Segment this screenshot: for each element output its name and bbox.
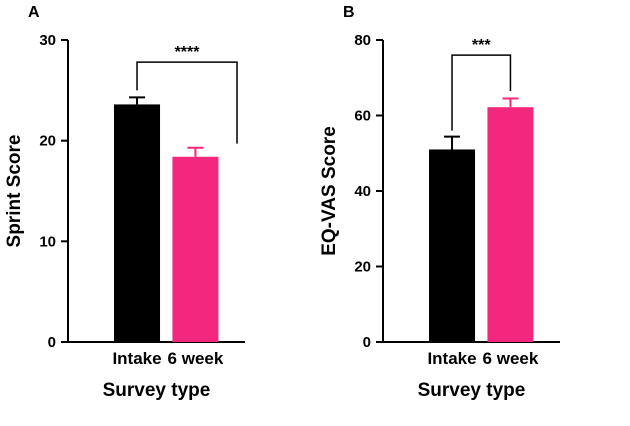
y-axis-title: EQ-VAS Score: [319, 126, 340, 256]
y-tick-label: 40: [354, 183, 371, 200]
chart-sprint-score: 0 10 20 30 Sprint Score Survey type Intake 6 we…: [4, 32, 245, 401]
y-axis-title: Sprint Score: [4, 135, 25, 248]
y-tick-label: 20: [39, 133, 56, 150]
y-tick-label: 10: [39, 233, 56, 250]
panel-a: A 0 10 20 30 Sprint Score Survey type Intake 6 …: [4, 4, 245, 401]
panel-a-label: A: [28, 4, 40, 21]
bar-6-week: [172, 156, 219, 342]
bar-intake: [429, 149, 476, 342]
x-tick-label: 6 week: [168, 349, 224, 368]
bar-6-week: [487, 107, 534, 342]
x-axis-title: Survey type: [103, 380, 211, 401]
significance-bracket: [451, 54, 512, 131]
panel-b-label: B: [343, 4, 355, 21]
x-axis-title: Survey type: [418, 380, 526, 401]
chart-eqvas-score: 0 20 40 60 80 EQ-VAS Score Survey type Intake 6 …: [319, 32, 560, 401]
y-tick-label: 30: [39, 32, 56, 49]
significance-stars: ***: [472, 37, 491, 54]
significance-bracket: [136, 61, 238, 144]
x-tick-label: Intake: [427, 349, 476, 368]
y-tick-label: 0: [48, 334, 56, 351]
y-tick-label: 60: [354, 108, 371, 125]
y-tick-label: 20: [354, 259, 371, 276]
x-tick-label: 6 week: [483, 349, 539, 368]
panel-b: B 0 20 40 60 80 EQ-VAS Score Survey type Intake…: [315, 0, 630, 426]
x-tick-label: Intake: [112, 349, 161, 368]
significance-stars: ****: [175, 44, 201, 61]
bar-intake: [114, 104, 161, 342]
y-tick-label: 80: [354, 32, 371, 49]
y-tick-label: 0: [363, 334, 371, 351]
